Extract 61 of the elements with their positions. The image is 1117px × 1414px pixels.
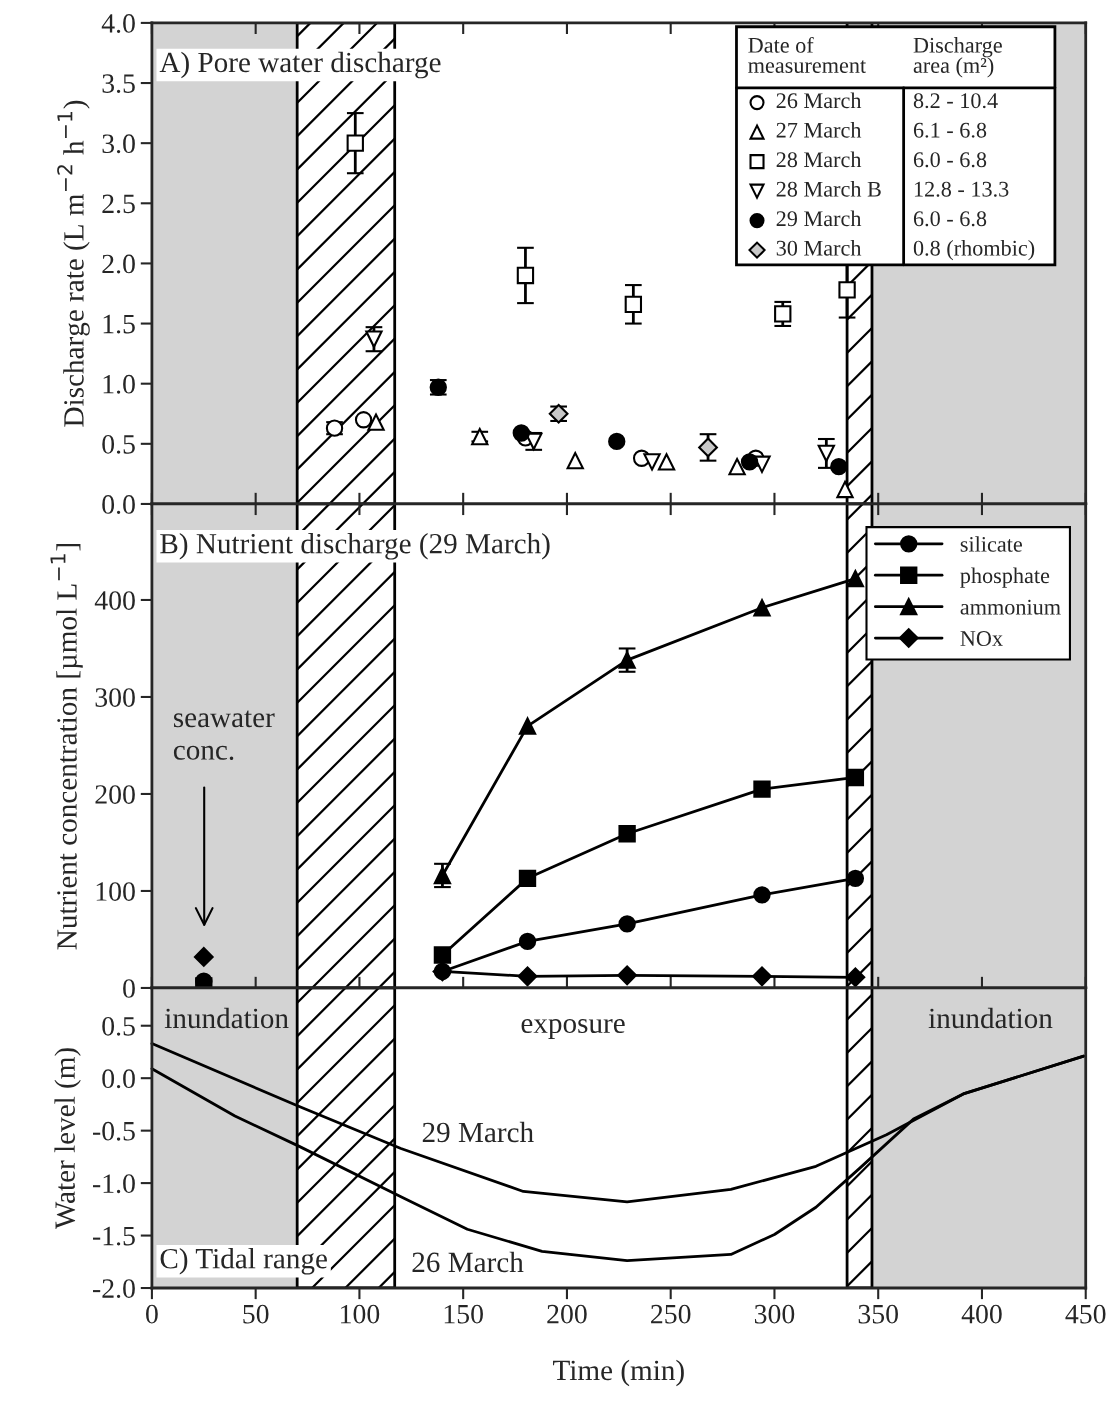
x-axis-title: Time (min) [553,1359,684,1387]
x-tick-label: 250 [651,1304,691,1324]
y-tick-label: 300 [95,688,135,707]
text: B) Nutrient discharge (29 March) [160,532,550,560]
x-tick-label: 300 [754,1304,795,1324]
annotation: inundation [164,1007,289,1029]
legend-label: NOx [960,631,1003,647]
annotation: seawater conc. [173,710,275,760]
y-tick-label: -2.0 [93,1279,135,1299]
y-tick-label: 4.0 [101,14,135,33]
annotation: Discharge area (m²) [913,37,1002,78]
legend-label: silicate [960,536,1022,552]
x-tick-label: 350 [858,1304,898,1324]
x-tick-label: 400 [961,1304,1002,1324]
y-tick-label: 1.0 [103,374,135,394]
legend-label: phosphate [960,567,1050,588]
legend-label: 28 March [776,151,862,168]
y-axis-title: Water level (m) [54,1048,81,1230]
legend-label: 27 March [776,122,862,138]
legend-title: Date of measurement [748,36,867,73]
legend-label: 30 March [776,240,862,256]
annotation: 6.1 - 6.8 [913,122,987,138]
annotation: 6.0 - 6.8 [913,211,987,227]
y-tick-label: 200 [95,785,135,804]
y-tick-label: 0 [123,979,135,998]
annotation: inundation [928,1007,1053,1029]
y-tick-label: -1.5 [93,1226,135,1246]
y-tick-label: 0.5 [102,434,135,454]
legend-label: 28 March B [776,181,881,197]
annotation: 12.8 - 13.3 [914,181,1009,197]
y-tick-label: 3.0 [102,134,135,154]
annotation: 8.2 - 10.4 [913,93,998,109]
y-axis-title: Discharge rate (L m$^{−2}$ h$^{−1}$) [57,100,90,427]
y-tick-label: 0.0 [102,1069,135,1089]
text: C) Tidal range [160,1247,327,1275]
y-tick-label: 400 [94,591,135,610]
legend-label: 26 March [776,92,862,109]
y-tick-label: 2.5 [102,194,135,214]
text: A) Pore water discharge [159,51,441,79]
annotation: 0.8 (rhombic) [913,240,1035,261]
y-tick-label: 0.5 [102,1016,135,1036]
y-axis-title: Nutrient concentration [µmol L$^{−1}$] [50,544,83,950]
x-tick-label: 0 [146,1304,158,1324]
x-tick-label: 100 [341,1304,380,1324]
legend-label: 29 March [776,210,862,227]
x-tick-label: 200 [547,1304,587,1324]
y-tick-label: 3.5 [102,74,135,94]
y-tick-label: 1.5 [103,314,135,334]
x-tick-label: 50 [243,1304,269,1324]
annotation: exposure [521,1019,625,1039]
y-tick-label: -1.0 [93,1174,135,1194]
annotation: 29 March [422,1121,534,1143]
y-tick-label: 0.0 [102,495,135,514]
x-tick-label: 150 [444,1304,483,1324]
annotation: 26 March [412,1251,524,1273]
legend-label: ammonium [960,599,1061,615]
annotation: 6.0 - 6.8 [913,152,987,168]
x-tick-label: 450 [1065,1304,1106,1324]
y-tick-label: -0.5 [93,1121,135,1141]
y-tick-label: 2.0 [102,254,135,274]
y-tick-label: 100 [96,882,135,901]
